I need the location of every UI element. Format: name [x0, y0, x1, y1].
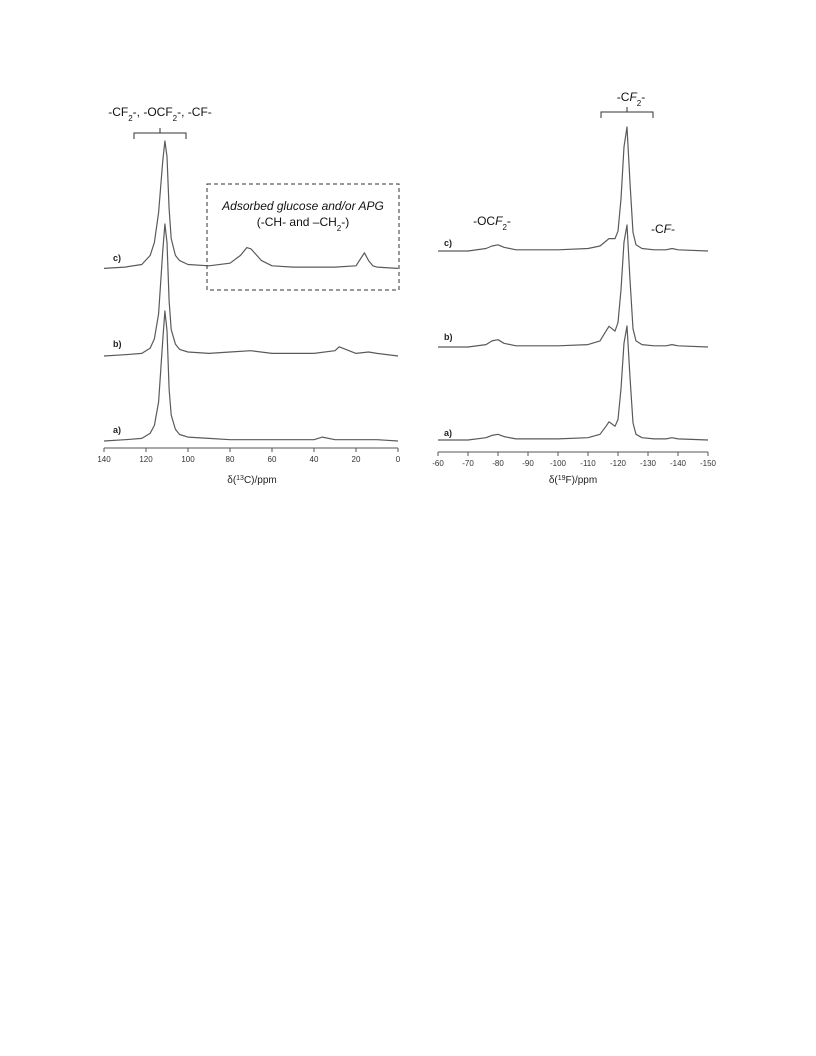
c13-tick-label: 20 [352, 455, 361, 464]
f19-tick-label: -60 [432, 459, 444, 468]
f19-cf2-label: -CF2- [617, 90, 645, 108]
f19-tick-label: -100 [550, 459, 567, 468]
c13-tick-label: 60 [268, 455, 277, 464]
f19-trace-labels: c) b) a) [444, 238, 453, 438]
f19-tick-label: -110 [580, 459, 596, 468]
c13-tick-label: 0 [396, 455, 401, 464]
c13-peak-group-label: -CF2-, -OCF2-, -CF- [108, 105, 212, 123]
c13-trace-a [103, 310, 399, 442]
c13-trace-label-b: b) [113, 339, 122, 349]
c13-peak-bracket [133, 128, 187, 139]
f19-trace-a [438, 325, 709, 441]
f19-tick-label: -130 [640, 459, 657, 468]
f19-tick-label: -90 [522, 459, 534, 468]
f19-cf2-bracket [600, 107, 654, 118]
c13-trace-label-c: c) [113, 253, 121, 263]
adsorbed-box-title: Adsorbed glucose and/or APG [221, 199, 384, 213]
c13-tick-label: 100 [181, 455, 195, 464]
f19-tick-label: -120 [610, 459, 627, 468]
c13-tick-label: 40 [310, 455, 319, 464]
c13-tick-label: 140 [97, 455, 111, 464]
f19-spectra-panel: -60 -70 -80 -90 -100 -110 -120 -130 -140 -150 δ(1… [432, 90, 716, 486]
f19-x-axis-title: δ(19F)/ppm [549, 475, 597, 487]
f19-cf-label: -CF- [651, 222, 675, 236]
f19-tick-label: -140 [670, 459, 687, 468]
f19-tick-label: -80 [492, 459, 504, 468]
c13-tick-label: 80 [226, 455, 235, 464]
c13-trace-label-a: a) [113, 425, 121, 435]
c13-traces [103, 140, 399, 442]
c13-tick-label: 120 [139, 455, 153, 464]
f19-trace-b [438, 224, 709, 348]
f19-trace-c [438, 126, 709, 252]
f19-trace-label-a: a) [444, 428, 452, 438]
adsorbed-region-box [206, 183, 400, 291]
f19-tick-label: -70 [462, 459, 474, 468]
c13-trace-c [103, 140, 399, 269]
c13-x-axis-title: δ(13C)/ppm [227, 475, 277, 487]
c13-trace-b [103, 223, 399, 357]
c13-spectra-panel: 140 120 100 80 60 40 20 0 δ(13C)/ppm c) b) a) -… [97, 105, 400, 486]
c13-x-ticks: 140 120 100 80 60 40 20 0 [97, 448, 401, 464]
f19-trace-label-c: c) [444, 238, 452, 248]
f19-trace-label-b: b) [444, 332, 453, 342]
adsorbed-box-subtitle: (-CH- and –CH2-) [257, 215, 349, 233]
f19-tick-label: -150 [700, 459, 717, 468]
f19-ocf2-label: -OCF2- [473, 214, 511, 232]
f19-x-ticks: -60 -70 -80 -90 -100 -110 -120 -130 -140 -150 [432, 452, 717, 468]
f19-traces [438, 126, 709, 441]
nmr-figure: 140 120 100 80 60 40 20 0 δ(13C)/ppm c) b) a) -… [97, 90, 716, 486]
c13-trace-labels: c) b) a) [113, 253, 122, 435]
